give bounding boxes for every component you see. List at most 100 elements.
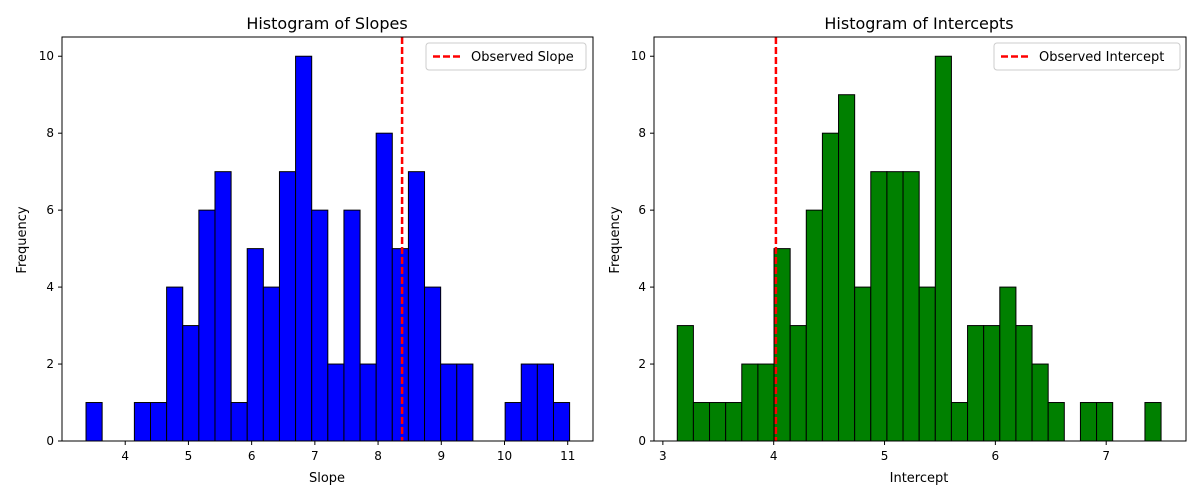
histogram-bar <box>789 325 807 442</box>
y-axis-label: Frequency <box>608 206 623 273</box>
histogram-bar <box>359 363 377 442</box>
histogram-bar <box>902 171 920 442</box>
y-tick-label: 6 <box>638 203 646 217</box>
histogram-bar <box>805 209 823 442</box>
histogram-bar <box>85 402 103 442</box>
histogram-bar <box>246 248 264 442</box>
histogram-bar <box>440 363 458 442</box>
histogram-bar <box>391 248 409 442</box>
y-axis-label: Frequency <box>15 206 30 273</box>
histogram-bar <box>520 363 538 442</box>
y-tick-label: 2 <box>638 357 646 371</box>
legend: Observed Intercept <box>993 42 1181 71</box>
y-tick-label: 4 <box>46 280 54 294</box>
legend-box <box>425 42 587 71</box>
histogram-bar <box>725 402 743 442</box>
x-tick-label: 9 <box>437 449 445 463</box>
histogram-bar <box>424 286 442 442</box>
histogram-bar <box>230 402 248 442</box>
histogram-bar <box>676 325 694 442</box>
plot-frame <box>61 36 594 442</box>
x-tick-label: 8 <box>374 449 382 463</box>
legend-label: Observed Intercept <box>1039 50 1164 65</box>
histogram-bar <box>757 363 775 442</box>
histogram-bar <box>950 402 969 442</box>
legend-label: Observed Slope <box>471 50 574 65</box>
histogram-bar <box>821 132 840 442</box>
chart-title: Histogram of Intercepts <box>824 14 1013 33</box>
histogram-bar <box>407 171 426 442</box>
histogram-bar <box>343 209 361 442</box>
histogram-bar <box>262 286 280 442</box>
histogram-bar <box>311 209 329 442</box>
y-ticks: 0 2 4 6 8 10 <box>39 49 62 448</box>
histogram-bar <box>709 402 727 442</box>
intercepts-histogram-panel: Histogram of Intercepts Intercept Freque… <box>608 14 1187 486</box>
y-tick-label: 4 <box>638 280 646 294</box>
x-ticks: 3 4 5 6 7 <box>659 441 1110 463</box>
x-tick-label: 11 <box>560 449 575 463</box>
histogram-bar <box>838 94 856 442</box>
histogram-bar <box>692 402 711 442</box>
x-ticks: 4 5 6 7 8 9 10 11 <box>121 441 575 463</box>
slopes-histogram-panel: Histogram of Slopes Slope Frequency 4 5 6 7… <box>15 14 594 486</box>
histogram-bar <box>918 286 936 442</box>
plot-frame <box>653 36 1187 442</box>
histogram-bar <box>133 402 151 442</box>
x-tick-label: 3 <box>659 449 667 463</box>
histogram-bar <box>1047 402 1065 442</box>
histogram-bar <box>504 402 522 442</box>
histogram-bar <box>967 325 985 442</box>
histogram-bar <box>983 325 1001 442</box>
histogram-bar <box>934 55 952 442</box>
histogram-bar <box>375 132 393 442</box>
y-tick-label: 0 <box>638 434 646 448</box>
x-tick-label: 7 <box>311 449 319 463</box>
y-tick-label: 8 <box>638 126 646 140</box>
histogram-bar <box>150 402 168 442</box>
x-tick-label: 6 <box>992 449 1000 463</box>
histogram-bar <box>1144 402 1162 442</box>
x-axis-label: Slope <box>309 471 345 486</box>
histogram-bar <box>456 363 474 442</box>
histogram-bar <box>295 55 313 442</box>
x-tick-label: 7 <box>1102 449 1110 463</box>
y-ticks: 0 2 4 6 8 10 <box>631 49 654 448</box>
bars <box>85 55 571 442</box>
bars <box>676 55 1162 442</box>
y-tick-label: 0 <box>46 434 54 448</box>
legend: Observed Slope <box>425 42 587 71</box>
histogram-bar <box>1015 325 1033 442</box>
histogram-bar <box>327 363 345 442</box>
y-tick-label: 10 <box>39 49 54 63</box>
x-tick-label: 5 <box>185 449 193 463</box>
y-tick-label: 10 <box>631 49 646 63</box>
y-tick-label: 6 <box>46 203 54 217</box>
histogram-bar <box>552 402 571 442</box>
legend-box <box>993 42 1181 71</box>
chart-title: Histogram of Slopes <box>246 14 407 33</box>
histogram-bar <box>166 286 184 442</box>
x-tick-label: 4 <box>121 449 129 463</box>
x-tick-label: 10 <box>497 449 512 463</box>
histogram-bar <box>1031 363 1049 442</box>
histogram-bar <box>536 363 554 442</box>
histogram-bar <box>854 286 872 442</box>
y-tick-label: 2 <box>46 357 54 371</box>
histogram-bar <box>1079 402 1098 442</box>
x-tick-label: 4 <box>770 449 778 463</box>
x-tick-label: 5 <box>881 449 889 463</box>
histogram-bar <box>182 325 200 442</box>
histogram-bar <box>886 171 904 442</box>
y-tick-label: 8 <box>46 126 54 140</box>
histogram-bar <box>214 171 232 442</box>
x-tick-label: 6 <box>248 449 256 463</box>
histogram-bar <box>870 171 888 442</box>
histogram-bar <box>198 209 216 442</box>
histogram-bar <box>1096 402 1114 442</box>
histogram-bar <box>741 363 759 442</box>
histogram-bar <box>999 286 1017 442</box>
x-axis-label: Intercept <box>890 471 949 486</box>
histogram-bar <box>278 171 297 442</box>
